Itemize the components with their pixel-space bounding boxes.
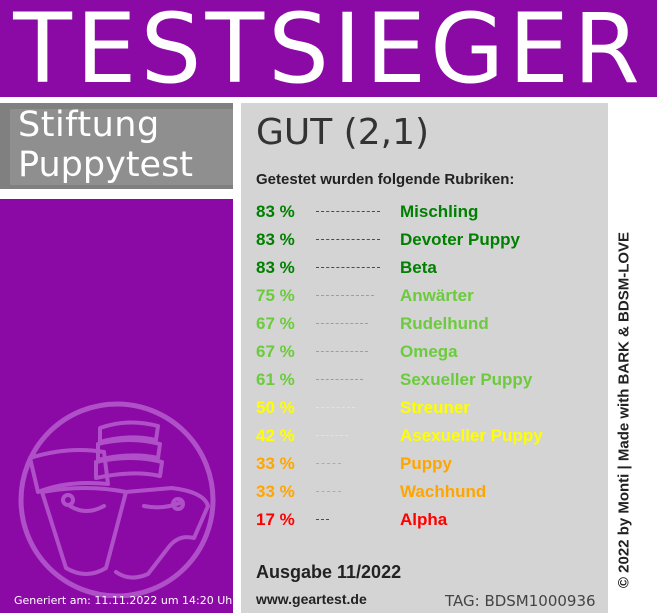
diaper-emblem-icon xyxy=(18,401,216,598)
rubric-dotted-bar xyxy=(316,295,374,296)
rubric-row: 33 % Wachhund xyxy=(256,479,606,507)
rubric-row: 67 % Rudelhund xyxy=(256,311,606,339)
rubric-percent: 33 % xyxy=(256,482,295,501)
rubric-row: 75 % Anwärter xyxy=(256,283,606,311)
rubric-row: 33 % Puppy xyxy=(256,451,606,479)
header-banner: TESTSIEGER xyxy=(0,0,657,104)
rubric-dotted-bar xyxy=(316,463,341,464)
credit-strip xyxy=(608,97,657,613)
rubric-row: 61 % Sexueller Puppy xyxy=(256,367,606,395)
rubric-dotted-bar xyxy=(316,407,355,408)
website-link[interactable]: www.geartest.de xyxy=(256,591,367,607)
rubric-percent: 42 % xyxy=(256,426,295,445)
rubric-name: Beta xyxy=(400,258,437,277)
rubric-dotted-bar xyxy=(316,379,363,380)
rubric-dotted-bar xyxy=(316,491,341,492)
header-divider xyxy=(0,97,657,103)
brand-divider xyxy=(0,189,233,199)
rubric-dotted-bar xyxy=(316,211,380,212)
rubric-name: Puppy xyxy=(400,454,452,473)
rubric-name: Asexueller Puppy xyxy=(400,426,543,445)
rubric-percent: 67 % xyxy=(256,342,295,361)
rubric-row: 67 % Omega xyxy=(256,339,606,367)
results-panel xyxy=(241,103,608,613)
rubric-percent: 61 % xyxy=(256,370,295,389)
issue-label: Ausgabe 11/2022 xyxy=(256,562,402,582)
rubric-row: 83 % Mischling xyxy=(256,199,606,227)
rubric-name: Rudelhund xyxy=(400,314,489,333)
rubric-name: Anwärter xyxy=(400,286,474,305)
rubric-name: Streuner xyxy=(400,398,470,417)
generated-timestamp: Generiert am: 11.11.2022 um 14:20 Uhr xyxy=(14,594,237,607)
rubric-percent: 67 % xyxy=(256,314,295,333)
rubric-percent: 83 % xyxy=(256,202,295,221)
rubric-percent: 50 % xyxy=(256,398,295,417)
rubric-name: Mischling xyxy=(400,202,479,221)
rubrics-list: 83 % Mischling 83 % Devoter Puppy 83 % Beta 75… xyxy=(256,199,606,535)
rubric-row: 83 % Beta xyxy=(256,255,606,283)
rubric-percent: 83 % xyxy=(256,230,295,249)
rubric-dotted-bar xyxy=(316,519,329,520)
rubric-name: Omega xyxy=(400,342,458,361)
brand-box-inner xyxy=(10,109,233,185)
rubric-percent: 33 % xyxy=(256,454,295,473)
rubric-dotted-bar xyxy=(316,435,348,436)
brand-line-1: Stiftung xyxy=(18,105,160,145)
rubric-row: 83 % Devoter Puppy xyxy=(256,227,606,255)
tag-label: TAG: BDSM1000936 xyxy=(445,592,596,610)
rubric-dotted-bar xyxy=(316,323,368,324)
rubric-percent: 17 % xyxy=(256,510,295,529)
rubric-row: 17 % Alpha xyxy=(256,507,606,535)
credit-text: © 2022 by Monti | Made with BARK & BDSM-… xyxy=(615,231,633,589)
rubric-dotted-bar xyxy=(316,351,368,352)
rubric-row: 50 % Streuner xyxy=(256,395,606,423)
column-divider xyxy=(233,97,241,613)
rubric-name: Wachhund xyxy=(400,482,487,501)
brand-box xyxy=(0,103,233,189)
rubrics-intro: Getestet wurden folgende Rubriken: xyxy=(256,171,515,188)
rubric-name: Devoter Puppy xyxy=(400,230,520,249)
grade-title: GUT (2,1) xyxy=(256,112,430,153)
rubric-name: Alpha xyxy=(400,510,448,529)
rubric-name: Sexueller Puppy xyxy=(400,370,533,389)
rubric-percent: 75 % xyxy=(256,286,295,305)
brand-line-2: Puppytest xyxy=(18,145,194,185)
header-title: TESTSIEGER xyxy=(13,0,644,105)
rubric-dotted-bar xyxy=(316,267,380,268)
rubric-percent: 83 % xyxy=(256,258,295,277)
rubric-row: 42 % Asexueller Puppy xyxy=(256,423,606,451)
rubric-dotted-bar xyxy=(316,239,380,240)
